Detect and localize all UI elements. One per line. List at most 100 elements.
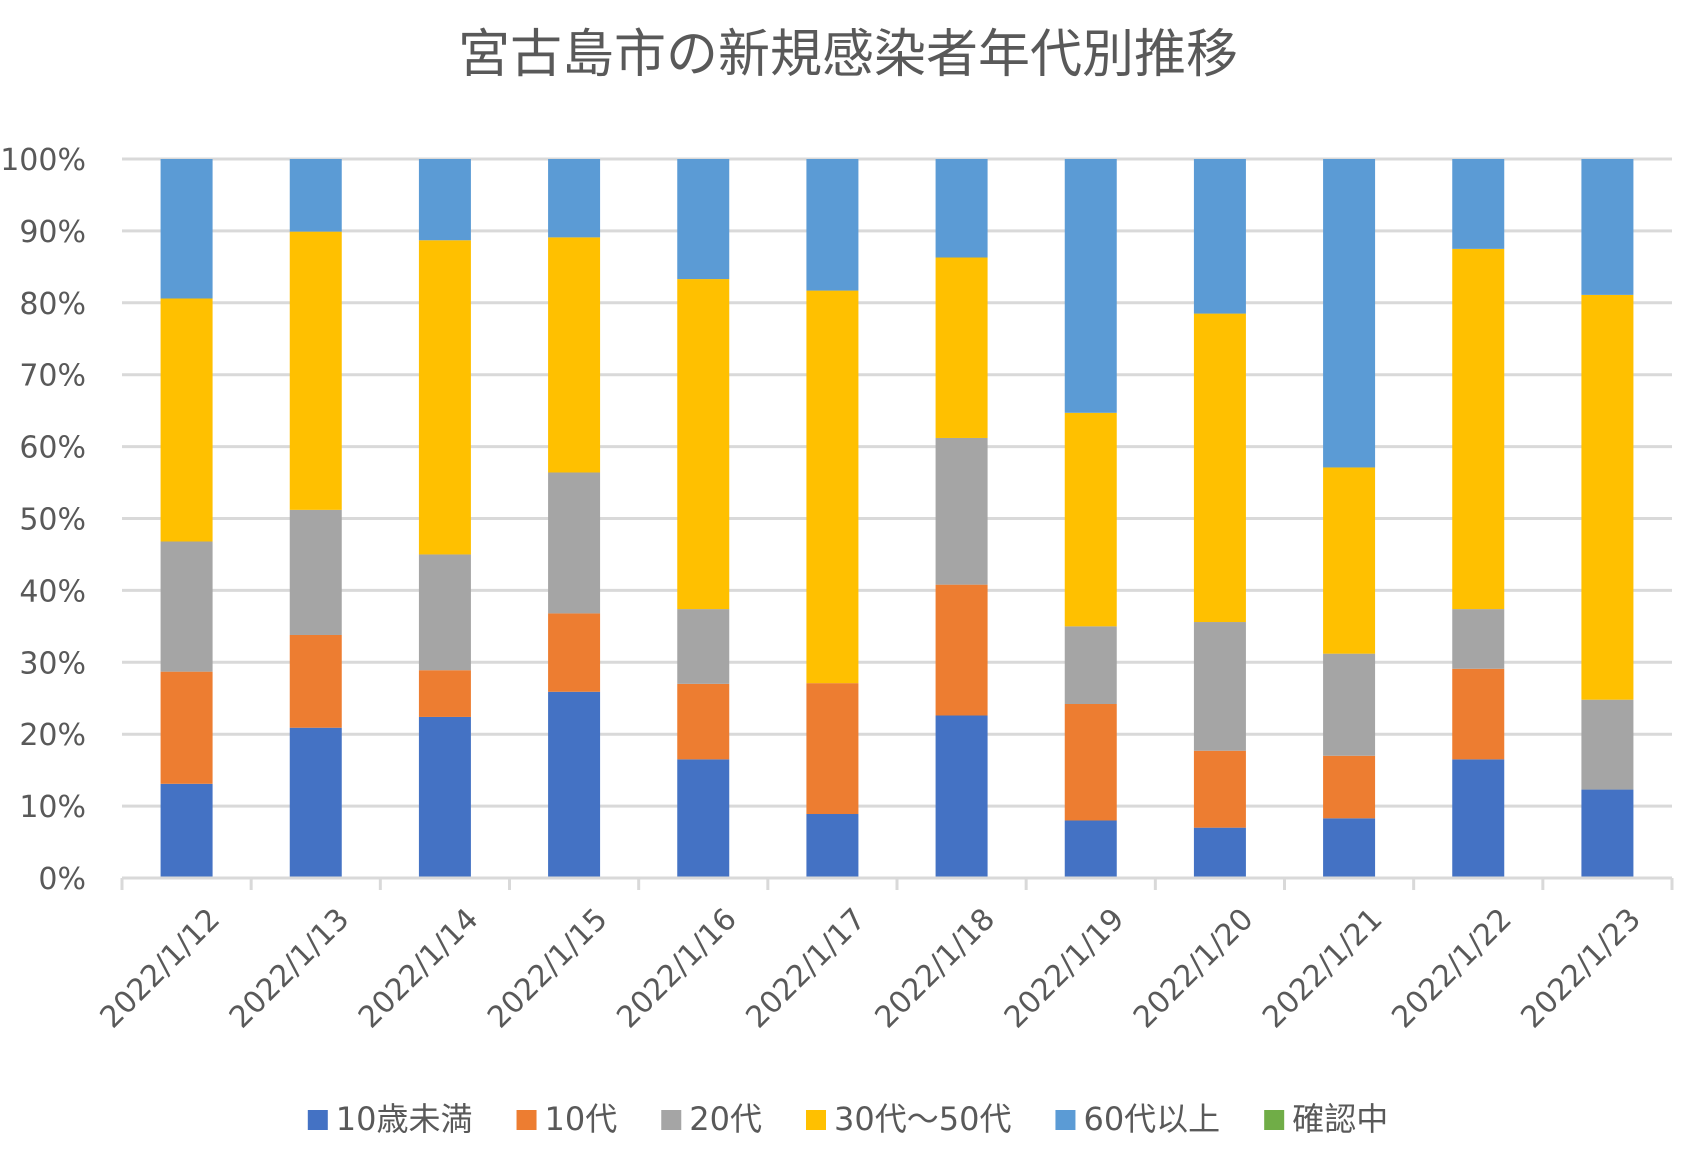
bar-segment [1581, 294, 1634, 700]
bar-stack [160, 159, 213, 878]
y-tick-label: 0% [38, 862, 86, 897]
legend-label: 60代以上 [1083, 1100, 1220, 1138]
bar-segment [1323, 467, 1376, 654]
bar-segment [418, 159, 471, 241]
legend-item: 10代 [516, 1100, 618, 1138]
bar-segment [1064, 159, 1117, 413]
bar-segment [1323, 159, 1376, 468]
bar-segment [160, 541, 213, 672]
bar-stack [548, 159, 601, 878]
legend-swatch [516, 1110, 537, 1130]
y-tick-label: 30% [19, 646, 86, 681]
x-tick-label: 2022/1/20 [1127, 902, 1261, 1036]
bar-stack [1064, 159, 1117, 878]
bar-segment [1193, 827, 1246, 878]
bar-segment [289, 509, 342, 635]
x-tick-label: 2022/1/13 [223, 902, 357, 1036]
legend-swatch [661, 1110, 682, 1130]
bar-segment [160, 159, 213, 299]
bar-segment [1064, 704, 1117, 821]
x-tick-label: 2022/1/23 [1514, 902, 1648, 1036]
y-tick-label: 10% [19, 790, 86, 825]
bar-segment [1323, 653, 1376, 756]
legend-label: 10歳未満 [336, 1100, 473, 1138]
x-tick-label: 2022/1/21 [1256, 902, 1390, 1036]
bar-segment [677, 159, 730, 280]
x-tick-label: 2022/1/19 [998, 902, 1132, 1036]
bar-segment [289, 634, 342, 728]
bar-segment [418, 240, 471, 555]
bar-segment [1323, 755, 1376, 819]
bar-segment [289, 159, 342, 232]
bar-segment [1452, 759, 1505, 878]
bar-segment [418, 716, 471, 878]
bar-segment [677, 609, 730, 684]
y-tick-label: 40% [19, 574, 86, 609]
x-tick-label: 2022/1/22 [1385, 902, 1519, 1036]
legend-label: 確認中 [1292, 1100, 1388, 1138]
bar-segment [548, 691, 601, 878]
legend-swatch [1055, 1110, 1076, 1130]
bar-segment [548, 159, 601, 238]
gridlines [122, 157, 1672, 808]
legend-swatch [307, 1110, 328, 1130]
bar-segment [677, 759, 730, 878]
bar-stack [1452, 159, 1505, 878]
x-tick-label: 2022/1/15 [481, 902, 615, 1036]
bar-stack [935, 159, 988, 878]
x-tick-label: 2022/1/12 [94, 902, 228, 1036]
legend-label: 10代 [545, 1100, 618, 1138]
bar-segment [1452, 668, 1505, 760]
legend-label: 20代 [689, 1100, 762, 1138]
legend-swatch [806, 1110, 826, 1130]
x-tick-label: 2022/1/18 [869, 902, 1003, 1036]
bar-stack [1581, 159, 1634, 878]
bar-segment [1193, 159, 1246, 314]
bar-segment [1064, 626, 1117, 705]
bar-stack [1323, 159, 1376, 878]
bar-segment [806, 814, 859, 878]
bar-segment [160, 783, 213, 878]
bars [160, 159, 1634, 878]
bar-segment [160, 671, 213, 784]
bar-stack [418, 159, 471, 878]
bar-segment [1581, 159, 1634, 295]
y-tick-label: 90% [19, 215, 86, 250]
x-tick-label: 2022/1/14 [352, 902, 486, 1036]
bar-segment [289, 727, 342, 878]
bar-segment [1452, 159, 1505, 249]
y-tick-label: 20% [19, 718, 86, 753]
bar-segment [806, 159, 859, 291]
bar-segment [418, 670, 471, 717]
bar-segment [548, 613, 601, 692]
bar-segment [1581, 699, 1634, 790]
bar-segment [289, 231, 342, 510]
legend-swatch [1264, 1110, 1285, 1130]
bar-segment [548, 237, 601, 473]
legend-label: 30代～50代 [834, 1100, 1011, 1138]
y-tick-label: 50% [19, 503, 86, 538]
bar-segment [1323, 818, 1376, 878]
y-tick-label: 70% [19, 359, 86, 394]
y-tick-label: 80% [19, 287, 86, 322]
bar-segment [935, 584, 988, 716]
bar-stack [1193, 159, 1246, 878]
bar-segment [548, 472, 601, 614]
bar-segment [1581, 789, 1634, 878]
bar-segment [935, 437, 988, 585]
bar-segment [935, 715, 988, 878]
bar-segment [1064, 820, 1117, 878]
x-tick-label: 2022/1/17 [739, 902, 873, 1036]
legend-item: 60代以上 [1055, 1100, 1220, 1138]
legend-item: 20代 [661, 1100, 762, 1138]
bar-stack [289, 159, 342, 878]
bar-segment [1193, 750, 1246, 828]
bar-segment [1452, 609, 1505, 669]
bar-stack [806, 159, 859, 878]
bar-segment [1193, 313, 1246, 623]
bar-segment [1064, 412, 1117, 627]
legend-item: 30代～50代 [806, 1100, 1011, 1138]
